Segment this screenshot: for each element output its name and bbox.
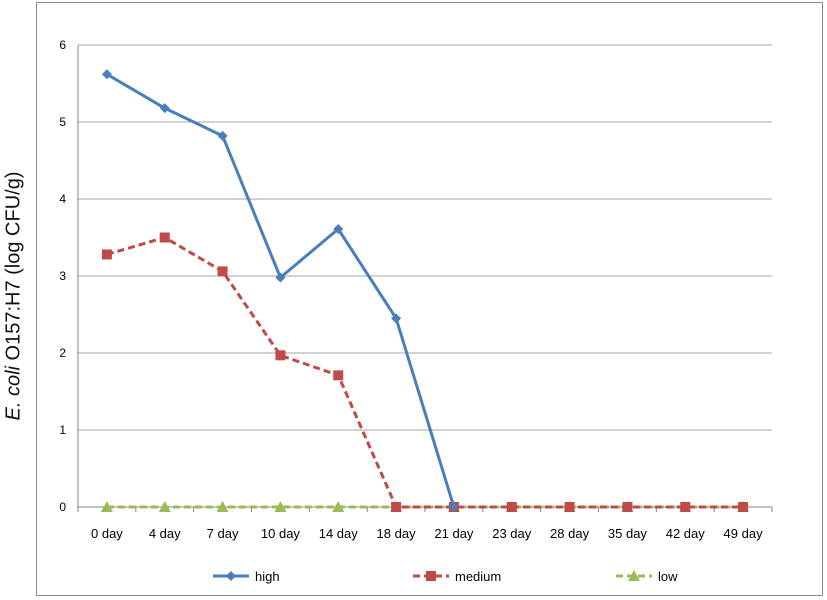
data-point [100,501,113,512]
data-point [332,501,345,512]
y-tick-label: 1 [59,423,66,437]
x-tick-label: 7 day [207,526,239,541]
legend-label: high [255,569,280,584]
legend-item-medium: medium [413,569,501,584]
data-point [738,502,749,512]
data-point [159,103,170,114]
x-tick-label: 14 day [319,526,359,541]
x-tick-label: 21 day [434,526,474,541]
data-point [564,502,575,512]
data-point [391,502,402,512]
x-tick-label: 4 day [149,526,181,541]
x-tick-label: 42 day [666,526,706,541]
data-point [159,232,170,243]
x-tick-label: 0 day [91,526,123,541]
x-tick-label: 28 day [550,526,590,541]
data-point [333,370,344,381]
series-medium [101,232,749,512]
legend: high medium low [213,569,678,584]
chart-frame [36,2,823,596]
series-high [101,69,459,512]
legend-item-low: low [616,569,678,584]
data-point [101,69,112,80]
y-tick-label: 2 [59,346,66,360]
legend-label: medium [455,569,501,584]
x-tick-label: 49 day [724,526,764,541]
data-point [158,501,171,512]
data-point [391,313,402,324]
data-point [275,350,286,361]
legend-label: low [658,569,678,584]
x-tick-label: 18 day [377,526,417,541]
data-point [101,249,112,260]
axes: 0 1 2 3 4 5 6 0 day 4 day 7 day 10 day 14 day 18 day… [59,38,773,541]
data-point [274,501,287,512]
x-tick-label: 23 day [492,526,532,541]
data-point [275,272,286,283]
y-tick-label: 6 [59,38,66,52]
legend-item-high: high [213,569,280,584]
legend-marker [226,571,236,581]
data-point [622,502,633,512]
data-point [680,502,691,512]
data-point [448,502,459,512]
y-tick-label: 5 [59,115,66,129]
x-tick-label: 35 day [608,526,648,541]
data-point [216,501,229,512]
x-tick-label: 10 day [261,526,301,541]
gridlines [78,44,772,431]
data-point [217,130,228,141]
y-tick-label: 4 [59,192,66,206]
legend-marker [426,571,436,581]
data-point [217,266,228,277]
series [100,69,750,512]
y-tick-label: 0 [59,500,66,514]
y-tick-label: 3 [59,269,66,283]
legend-marker [628,570,640,581]
data-point [333,224,344,235]
data-point [506,502,517,512]
series-line [106,235,744,509]
series-line [106,72,456,508]
